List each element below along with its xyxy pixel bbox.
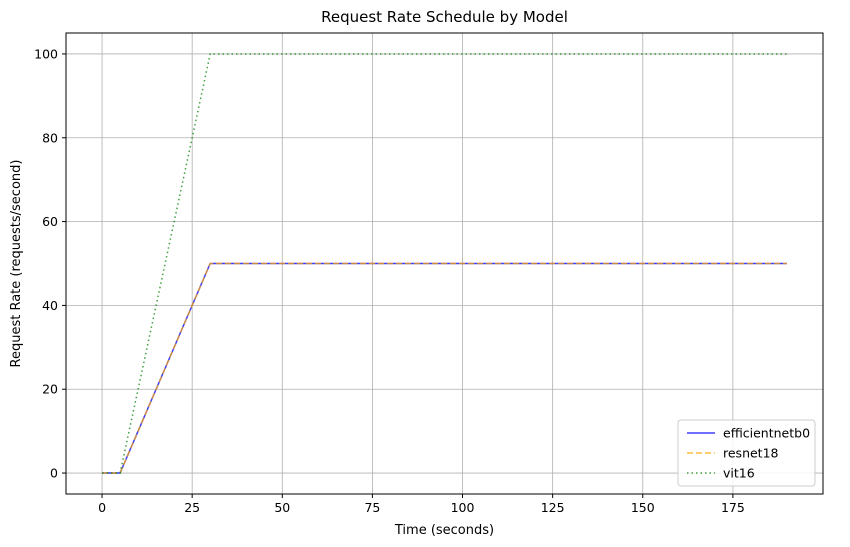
series-line-vit16: [102, 53, 787, 474]
legend-box: [677, 419, 816, 487]
y-tick-label: 0: [50, 466, 58, 481]
x-axis-title: Time (seconds): [394, 523, 494, 538]
legend-label-vit16: vit16: [723, 466, 755, 481]
x-tick-label: 50: [274, 500, 290, 515]
x-tick-label: 100: [451, 500, 475, 515]
x-tick-label: 75: [364, 500, 380, 515]
legend: efficientnetb0 resnet18 vit16: [677, 419, 816, 487]
plot-frame: [65, 32, 824, 495]
y-tick-label: 40: [42, 298, 58, 313]
x-tick-label: 175: [721, 500, 745, 515]
y-tick-label: 20: [42, 382, 58, 397]
y-tick-label: 100: [34, 46, 58, 61]
y-axis-title: Request Rate (requests/second): [9, 160, 24, 368]
x-tick-label: 25: [184, 500, 200, 515]
y-tick-label: 60: [42, 214, 58, 229]
ticks: 0 25 50 75 100 125 150 175 0 20 40 60 80 100: [34, 46, 745, 515]
legend-label-resnet18: resnet18: [723, 446, 779, 461]
x-tick-label: 125: [541, 500, 565, 515]
x-tick-label: 150: [631, 500, 655, 515]
chart-title: Request Rate Schedule by Model: [321, 8, 568, 26]
series-layer: [102, 53, 787, 474]
legend-label-efficientnetb0: efficientnetb0: [723, 426, 810, 441]
x-tick-label: 0: [98, 500, 106, 515]
y-tick-label: 80: [42, 130, 58, 145]
